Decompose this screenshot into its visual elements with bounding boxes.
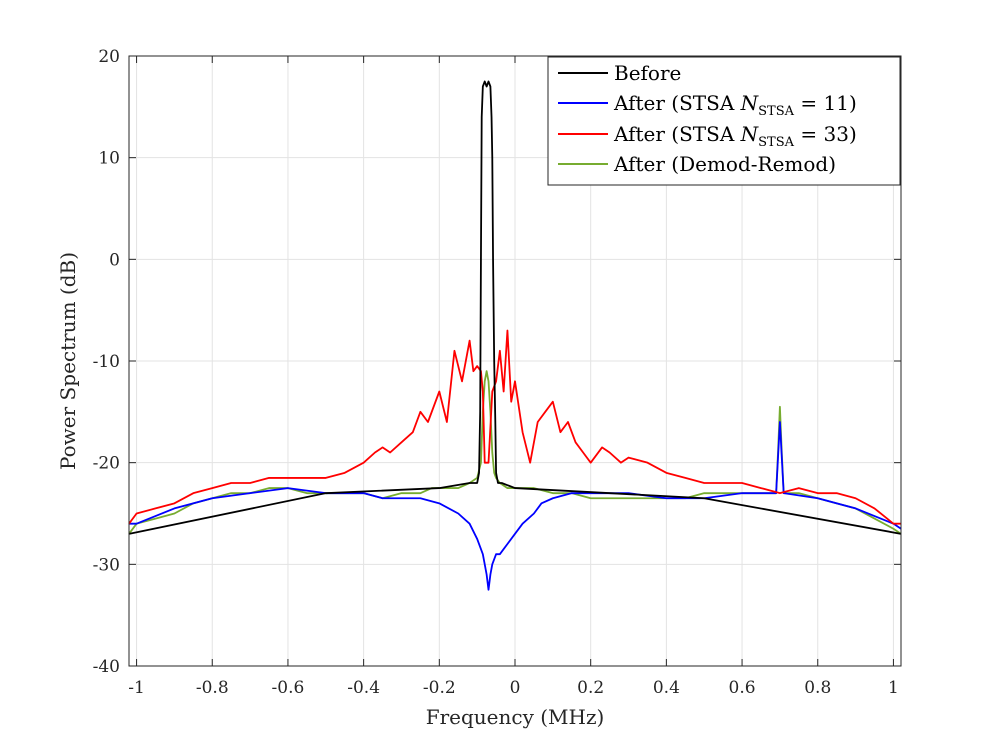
x-tick-label: -1 — [128, 678, 145, 698]
x-tick-label: 0 — [510, 678, 521, 698]
x-tick-label: -0.6 — [272, 678, 305, 698]
series-layer — [128, 80, 902, 591]
y-tick-label: -40 — [93, 657, 120, 677]
x-tick-label: 0.4 — [653, 678, 680, 698]
legend-label-stsa-11-suffix: = 11) — [794, 91, 857, 115]
y-tick-label: -20 — [93, 454, 120, 474]
y-tick-label: -30 — [93, 555, 120, 575]
legend-label-stsa-33-prefix: After (STSA — [613, 122, 741, 146]
x-tick-label: -0.2 — [423, 678, 456, 698]
series-line-2 — [129, 421, 902, 591]
legend: Before After (STSA NSTSA = 11) After (ST… — [547, 56, 901, 186]
x-tick-label: 1 — [888, 678, 899, 698]
legend-label-stsa-11-n: N — [740, 91, 760, 115]
series-line-4 — [128, 80, 902, 535]
legend-label-before: Before — [614, 61, 681, 85]
x-tick-label: 0.2 — [577, 678, 604, 698]
y-tick-label: -10 — [93, 352, 120, 372]
x-axis-title: Frequency (MHz) — [426, 705, 605, 729]
legend-label-stsa-11: After (STSA NSTSA = 11) — [613, 91, 857, 119]
series-line-3 — [128, 329, 901, 525]
y-tick-label: 0 — [109, 250, 120, 270]
x-tick-label: 0.6 — [729, 678, 756, 698]
tick-labels: -1 -0.8 -0.6 -0.4 -0.2 0 0.2 0.4 0.6 0.8 1 -40 -30 -2… — [93, 47, 899, 698]
x-tick-label: -0.4 — [347, 678, 380, 698]
legend-label-stsa-33-suffix: = 33) — [794, 122, 857, 146]
legend-label-stsa-33-sub: STSA — [758, 135, 794, 150]
y-tick-label: 20 — [98, 47, 120, 67]
y-axis-title: Power Spectrum (dB) — [56, 252, 80, 470]
legend-label-demod-remod: After (Demod-Remod) — [613, 152, 836, 176]
legend-label-stsa-11-sub: STSA — [758, 104, 794, 119]
x-tick-label: -0.8 — [196, 678, 229, 698]
y-tick-label: 10 — [98, 149, 120, 169]
legend-label-stsa-33-n: N — [740, 122, 760, 146]
x-tick-label: 0.8 — [804, 678, 831, 698]
legend-label-stsa-11-prefix: After (STSA — [613, 91, 741, 115]
legend-label-stsa-33: After (STSA NSTSA = 33) — [613, 122, 857, 150]
